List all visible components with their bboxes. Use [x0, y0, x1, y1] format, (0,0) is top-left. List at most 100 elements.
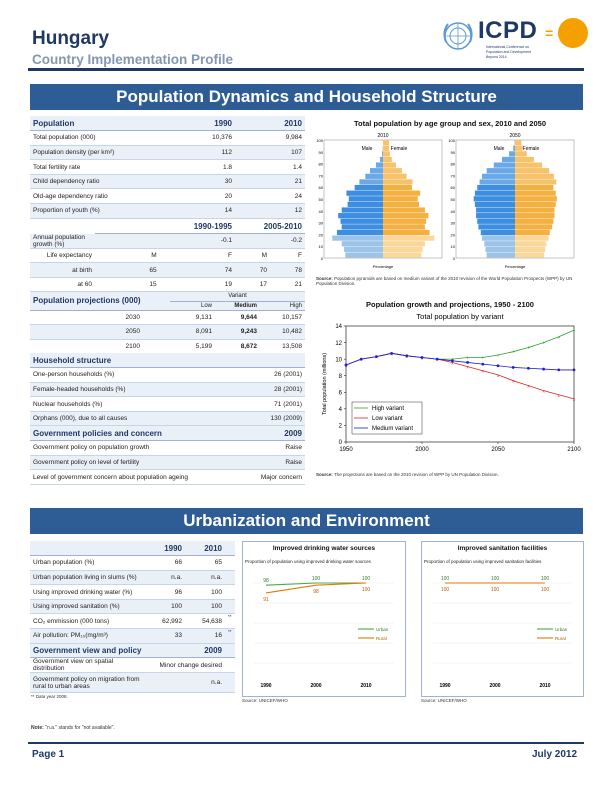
legend-label: Urban	[376, 627, 389, 632]
table-cell: 71 (2001)	[242, 396, 305, 412]
table-cell	[225, 599, 235, 615]
water-source: Source: UNICEF/WHO	[242, 698, 288, 703]
pyramid-female-bar	[515, 213, 555, 219]
proj-variant: Variant	[170, 292, 305, 302]
pyramid-female-bar	[515, 229, 550, 236]
table-cell: 12	[235, 203, 305, 219]
table-cell: CO₂ emmission (000 tons)	[30, 613, 145, 630]
pyramid-male-bar	[473, 196, 515, 202]
table-cell: 74	[159, 262, 235, 278]
y-tick-label: 4	[339, 407, 343, 413]
pyramid-female-bar	[515, 184, 554, 191]
table-cell: Total fertility rate	[30, 159, 165, 175]
table-cell: Child dependency ratio	[30, 174, 165, 190]
table-cell: Using improved drinking water (%)	[30, 584, 145, 600]
pyramid-age-tick: 40	[451, 209, 456, 214]
pyramid-age-tick: 30	[319, 221, 324, 226]
pyramid-female-bar	[383, 213, 429, 219]
table-cell: 13,508	[260, 339, 305, 355]
pyramid-female-bar	[383, 201, 419, 208]
pyramid-male-bar	[480, 229, 515, 236]
x-tick-label: 1990	[260, 683, 271, 689]
pyramid-male-bar	[345, 252, 383, 258]
growth-source-label: Source:	[316, 472, 333, 477]
pyramid-male-bar	[348, 196, 383, 202]
pyramid-male-bar	[359, 179, 383, 185]
table-cell: Government policy on migration from rura…	[30, 672, 145, 694]
data-label: 98	[313, 589, 319, 595]
table-cell: at birth	[30, 262, 95, 278]
legend-label: High variant	[372, 406, 404, 412]
x-tick-label: 2000	[310, 683, 321, 689]
country-title: Hungary	[32, 28, 110, 49]
table-cell: n.a.	[145, 672, 225, 694]
x-tick-label: 2010	[360, 683, 371, 689]
projections-table: Population projections (000) Variant Low M…	[30, 292, 305, 355]
pyramid-male-bar	[365, 173, 383, 179]
urban-head-blank	[30, 541, 145, 557]
pyramid-male-bar	[509, 151, 515, 157]
data-point	[527, 366, 530, 370]
y-tick-label: 2	[339, 424, 343, 430]
pyramid-female-bar	[383, 218, 427, 224]
pyramid-age-tick: 60	[319, 185, 324, 190]
table-cell: M	[95, 248, 160, 264]
table-cell	[225, 584, 235, 600]
icpd-logo-text: ICPD	[478, 17, 538, 44]
pyramid-male-bar	[481, 235, 515, 241]
growth-source: Source: The projections are based on the…	[316, 472, 584, 477]
series-line	[265, 582, 366, 586]
table-cell: Minor change desired	[145, 657, 225, 674]
table-cell: 1.8	[165, 159, 235, 175]
na-note-label: Note:	[31, 725, 44, 731]
pyramid-female-bar	[515, 224, 553, 230]
household-head: Household structure	[30, 353, 305, 369]
proj-head: Population projections (000)	[30, 292, 170, 311]
table-cell: 20	[165, 188, 235, 205]
pyramid-male-bar	[347, 201, 383, 208]
data-label: 100	[441, 587, 450, 593]
pyramid-age-tick: 0	[321, 256, 324, 261]
pyramid-female-bar	[383, 235, 435, 241]
table-cell: Raise	[242, 440, 305, 456]
pyramid-female-bar	[515, 179, 557, 185]
table-cell: 10,157	[260, 310, 305, 326]
pyramid-source: Source: Population pyramids are based on…	[316, 276, 584, 286]
pyramid-female-bar	[515, 162, 543, 168]
data-point: +	[557, 335, 560, 341]
pyramid-male-bar	[476, 213, 515, 219]
y-tick-label: 6	[339, 390, 343, 396]
pyramid-age-tick: 90	[319, 150, 324, 155]
table-cell: 66	[145, 555, 185, 571]
table-cell: 26 (2001)	[242, 367, 305, 383]
pyramid-female-bar	[515, 190, 556, 196]
data-label: 100	[362, 587, 371, 593]
pyramid-female-bar	[515, 246, 546, 252]
pyramid-female-bar	[515, 173, 554, 179]
pyramid-male-bar	[341, 241, 383, 247]
pyramid-male-bar	[370, 168, 383, 174]
water-chart: 1990 2000 2010 98 100 100 Urban 91 98 100 Rural	[254, 576, 394, 689]
table-cell: n.a.	[185, 570, 225, 586]
table-cell: Major concern	[242, 469, 305, 485]
publication-date: July 2012	[532, 749, 578, 760]
pyramid-age-tick: 100	[448, 138, 455, 143]
data-point	[466, 361, 469, 364]
table-cell: 30	[165, 174, 235, 190]
policy-head: Government policies and concern	[30, 425, 243, 442]
table-cell: Old-age dependency ratio	[30, 188, 165, 205]
pyramid-male-bar	[481, 173, 515, 179]
pyramid-age-tick: 70	[319, 173, 324, 178]
table-cell: Proportion of youth (%)	[30, 203, 165, 219]
pyramid-male-bar	[340, 218, 383, 224]
pyramid-age-tick: 0	[453, 256, 456, 261]
table-cell: 78	[270, 262, 305, 278]
data-point: x	[512, 379, 515, 384]
pop-head-1990: 1990	[165, 116, 235, 132]
data-label: 100	[491, 587, 500, 593]
pyramid-female-label: Female	[391, 146, 408, 152]
pop-head-2010: 2010	[235, 116, 305, 132]
data-point: +	[527, 346, 530, 352]
sanitation-chart: 1990 2000 2010 100 100 100 Urban 100 100 100 Rural	[433, 576, 573, 689]
pyramid-female-bar	[383, 184, 412, 191]
